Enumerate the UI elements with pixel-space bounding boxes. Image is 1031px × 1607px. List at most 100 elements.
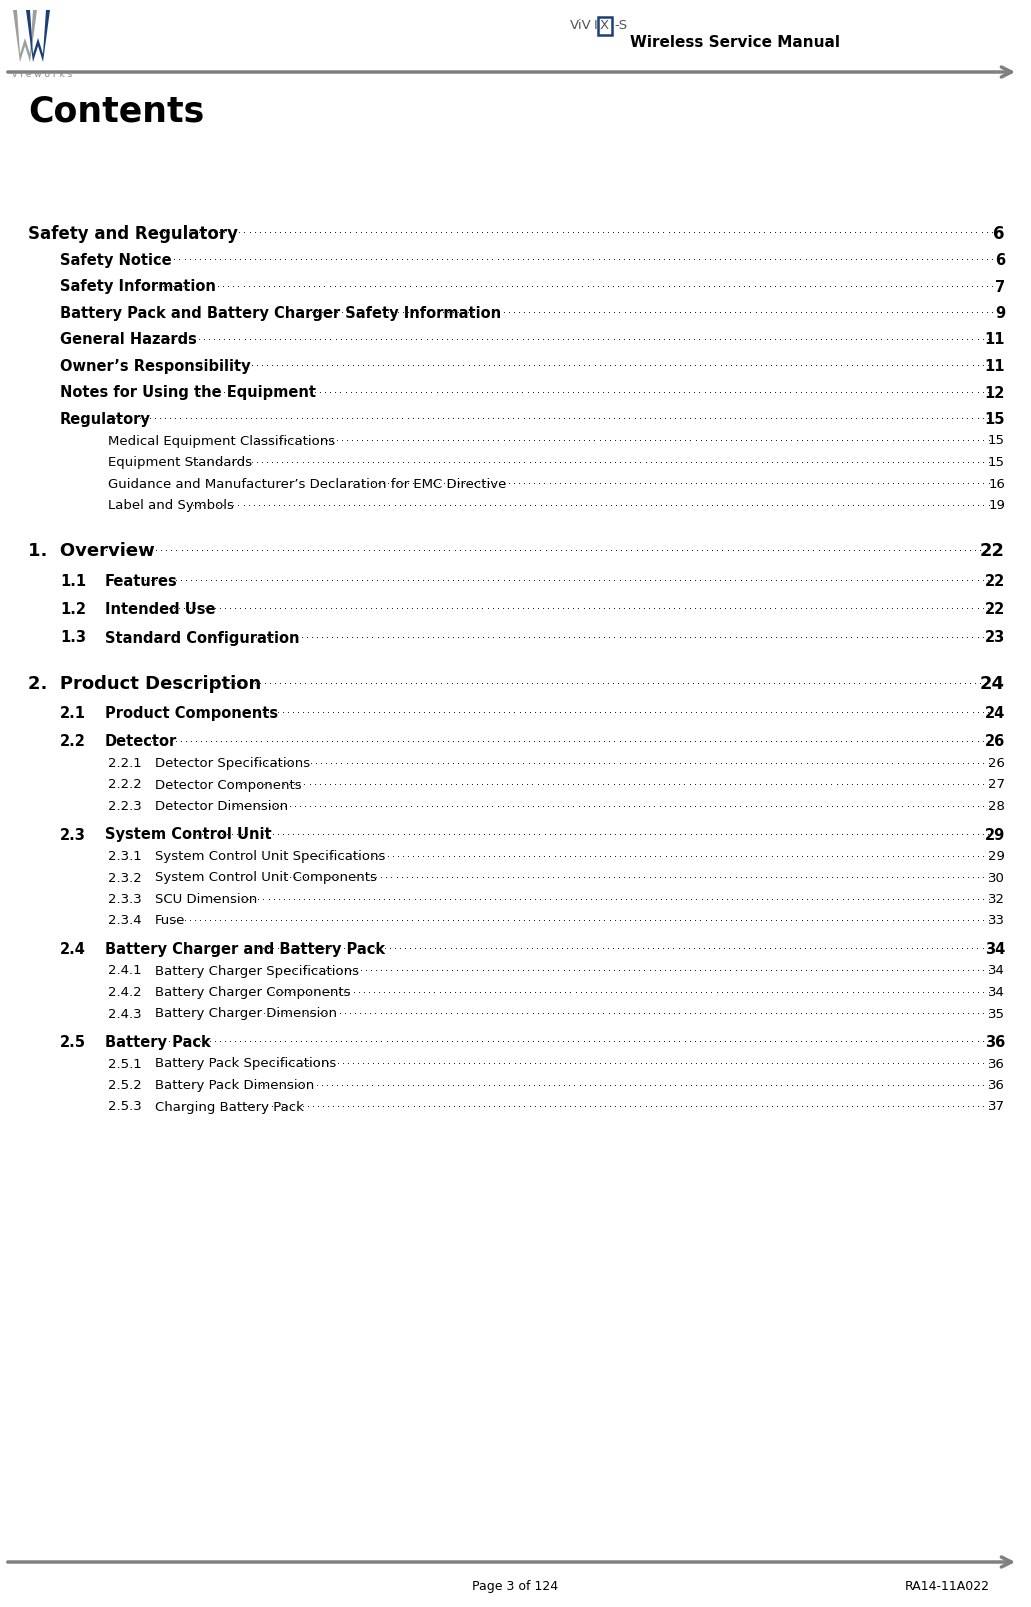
Text: 1.2: 1.2: [60, 603, 86, 617]
Text: Detector Dimension: Detector Dimension: [155, 800, 288, 813]
Text: 2.5.3: 2.5.3: [108, 1101, 141, 1114]
Text: 11: 11: [985, 333, 1005, 347]
Text: Battery Charger and Battery Pack: Battery Charger and Battery Pack: [105, 942, 386, 958]
Text: 2.3.2: 2.3.2: [108, 871, 141, 884]
Text: 2.4.1: 2.4.1: [108, 964, 141, 977]
Text: Charging Battery Pack: Charging Battery Pack: [155, 1101, 304, 1114]
Text: Safety and Regulatory: Safety and Regulatory: [28, 225, 238, 243]
Text: ViV: ViV: [570, 19, 592, 32]
Text: 22: 22: [985, 603, 1005, 617]
Text: 2.1: 2.1: [60, 705, 86, 722]
Text: Medical Equipment Classifications: Medical Equipment Classifications: [108, 434, 335, 447]
Text: 22: 22: [980, 543, 1005, 561]
Text: Equipment Standards: Equipment Standards: [108, 456, 253, 469]
Text: 29: 29: [985, 828, 1005, 842]
Text: Intended Use: Intended Use: [105, 603, 215, 617]
Text: 1.3: 1.3: [60, 630, 86, 646]
Text: Battery Pack Specifications: Battery Pack Specifications: [155, 1057, 336, 1070]
Text: Detector: Detector: [105, 734, 177, 749]
Text: System Control Unit Components: System Control Unit Components: [155, 871, 377, 884]
Text: 2.3.3: 2.3.3: [108, 893, 141, 906]
Text: Fuse: Fuse: [155, 914, 186, 927]
Text: 33: 33: [988, 914, 1005, 927]
Text: 36: 36: [988, 1057, 1005, 1070]
Text: 2.4.2: 2.4.2: [108, 987, 141, 1000]
Text: 36: 36: [988, 1078, 1005, 1093]
Text: I: I: [594, 19, 598, 32]
Text: 2.4: 2.4: [60, 942, 86, 958]
Text: Detector Specifications: Detector Specifications: [155, 757, 310, 770]
Text: Owner’s Responsibility: Owner’s Responsibility: [60, 358, 251, 374]
Text: 2.4.3: 2.4.3: [108, 1008, 141, 1020]
Text: Product Components: Product Components: [105, 705, 278, 722]
Text: 34: 34: [988, 987, 1005, 1000]
Text: 6: 6: [994, 225, 1005, 243]
Text: 2.2: 2.2: [60, 734, 86, 749]
Text: 24: 24: [985, 705, 1005, 722]
Text: 34: 34: [985, 942, 1005, 958]
Text: Contents: Contents: [28, 95, 204, 129]
Text: 26: 26: [985, 734, 1005, 749]
Text: 19: 19: [988, 500, 1005, 513]
Text: 35: 35: [988, 1008, 1005, 1020]
Text: Notes for Using the Equipment: Notes for Using the Equipment: [60, 386, 315, 400]
Polygon shape: [26, 10, 49, 63]
Text: General Hazards: General Hazards: [60, 333, 197, 347]
Text: 15: 15: [988, 434, 1005, 447]
Text: 2.5.1: 2.5.1: [108, 1057, 141, 1070]
Text: Battery Pack: Battery Pack: [105, 1035, 210, 1049]
Text: 12: 12: [985, 386, 1005, 400]
Text: 2.2.2: 2.2.2: [108, 778, 141, 792]
Text: 1.  Overview: 1. Overview: [28, 543, 155, 561]
Text: -S: -S: [614, 19, 627, 32]
Text: 36: 36: [985, 1035, 1005, 1049]
Polygon shape: [13, 10, 37, 63]
Text: 32: 32: [988, 893, 1005, 906]
Text: 15: 15: [988, 456, 1005, 469]
Text: Regulatory: Regulatory: [60, 411, 151, 427]
Text: RA14-11A022: RA14-11A022: [905, 1580, 990, 1593]
Text: 7: 7: [995, 280, 1005, 294]
Text: 22: 22: [985, 574, 1005, 588]
Text: System Control Unit Specifications: System Control Unit Specifications: [155, 850, 386, 863]
Text: 11: 11: [985, 358, 1005, 374]
Text: 30: 30: [988, 871, 1005, 884]
Text: 34: 34: [988, 964, 1005, 977]
Text: 16: 16: [988, 477, 1005, 490]
Text: Battery Charger Dimension: Battery Charger Dimension: [155, 1008, 337, 1020]
Text: Battery Charger Components: Battery Charger Components: [155, 987, 351, 1000]
Text: SCU Dimension: SCU Dimension: [155, 893, 258, 906]
Text: 23: 23: [985, 630, 1005, 646]
Text: 15: 15: [985, 411, 1005, 427]
Text: 2.3.1: 2.3.1: [108, 850, 141, 863]
Text: System Control Unit: System Control Unit: [105, 828, 271, 842]
Text: 6: 6: [995, 252, 1005, 268]
Text: X: X: [600, 19, 609, 32]
Text: 9: 9: [995, 305, 1005, 321]
Text: Safety Information: Safety Information: [60, 280, 215, 294]
Text: Battery Charger Specifications: Battery Charger Specifications: [155, 964, 359, 977]
Text: Battery Pack and Battery Charger Safety Information: Battery Pack and Battery Charger Safety …: [60, 305, 501, 321]
Text: v i e w o r k s: v i e w o r k s: [12, 71, 72, 79]
Text: 2.5: 2.5: [60, 1035, 86, 1049]
Text: 37: 37: [988, 1101, 1005, 1114]
Text: 2.3.4: 2.3.4: [108, 914, 141, 927]
Text: Page 3 of 124: Page 3 of 124: [472, 1580, 558, 1593]
Text: 26: 26: [988, 757, 1005, 770]
Text: Guidance and Manufacturer’s Declaration for EMC Directive: Guidance and Manufacturer’s Declaration …: [108, 477, 506, 490]
Text: Features: Features: [105, 574, 177, 588]
Text: 2.5.2: 2.5.2: [108, 1078, 141, 1093]
Text: 29: 29: [988, 850, 1005, 863]
Text: Label and Symbols: Label and Symbols: [108, 500, 234, 513]
Text: 1.1: 1.1: [60, 574, 87, 588]
Text: Wireless Service Manual: Wireless Service Manual: [630, 35, 840, 50]
Text: Safety Notice: Safety Notice: [60, 252, 171, 268]
Text: 27: 27: [988, 778, 1005, 792]
Text: 2.  Product Description: 2. Product Description: [28, 675, 261, 693]
Text: Standard Configuration: Standard Configuration: [105, 630, 299, 646]
Text: 2.2.1: 2.2.1: [108, 757, 141, 770]
Text: 2.3: 2.3: [60, 828, 86, 842]
Text: Battery Pack Dimension: Battery Pack Dimension: [155, 1078, 314, 1093]
Text: 24: 24: [980, 675, 1005, 693]
Text: Detector Components: Detector Components: [155, 778, 302, 792]
